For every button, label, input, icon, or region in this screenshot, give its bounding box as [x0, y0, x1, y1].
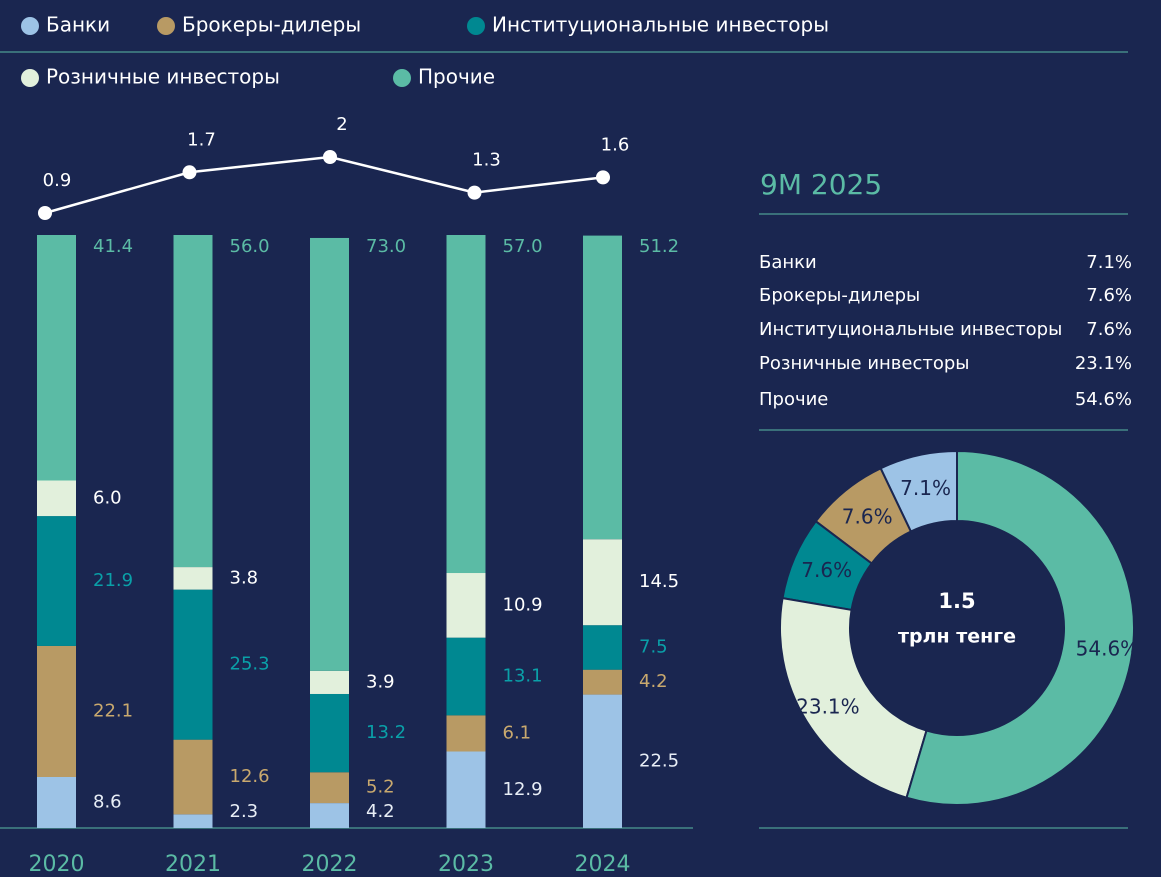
bar-segment: [446, 751, 486, 828]
data-label: 51.2: [639, 236, 679, 257]
legend-label: Институциональные инвесторы: [492, 13, 829, 37]
bar-segment: [583, 669, 622, 695]
data-label: 6.1: [503, 722, 532, 743]
x-tick-label: 2022: [302, 852, 358, 877]
table-value: 7.6%: [1086, 285, 1132, 306]
data-label: 7.5: [639, 636, 668, 657]
legend-label: Розничные инвесторы: [46, 65, 280, 89]
line-label: 1.7: [187, 129, 216, 150]
donut-label: 23.1%: [796, 695, 860, 719]
donut-segment: [905, 449, 1135, 806]
x-tick-label: 2021: [165, 852, 221, 877]
donut-label: 7.1%: [900, 476, 951, 500]
legend-swatch: [21, 69, 39, 87]
legend-swatch: [157, 17, 175, 35]
bar-segment: [446, 637, 486, 716]
line-point: [182, 165, 197, 180]
bar-segment: [310, 237, 349, 671]
donut-label: 54.6%: [1076, 636, 1140, 660]
data-label: 10.9: [503, 594, 543, 615]
line-label: 1.6: [601, 134, 630, 155]
data-label: 5.2: [366, 777, 395, 798]
bar-segment: [310, 772, 349, 804]
x-tick-label: 2020: [29, 852, 85, 877]
table-value: 23.1%: [1075, 353, 1132, 374]
data-label: 73.0: [366, 236, 406, 257]
legend-swatch: [467, 17, 485, 35]
table-name: Банки: [759, 252, 817, 273]
data-label: 13.1: [503, 665, 543, 686]
bar-segment: [173, 814, 213, 828]
donut-label: 7.6%: [801, 558, 852, 582]
line-label: 2: [336, 114, 347, 135]
data-label: 8.6: [93, 792, 122, 813]
data-label: 12.9: [503, 779, 543, 800]
data-label: 57.0: [503, 236, 543, 257]
table-name: Брокеры-дилеры: [759, 285, 920, 306]
center-label: трлн тенге: [898, 626, 1016, 648]
donut-label: 7.6%: [842, 505, 893, 529]
center-value: 1.5: [938, 589, 975, 613]
bar-segment: [37, 235, 76, 481]
data-label: 22.1: [93, 700, 133, 721]
data-label: 41.4: [93, 236, 133, 257]
line-label: 1.3: [472, 150, 501, 171]
bar-segment: [37, 480, 76, 517]
line-point: [596, 170, 610, 185]
data-label: 22.5: [639, 750, 679, 771]
legend-swatch: [393, 69, 411, 87]
bar-segment: [37, 516, 76, 646]
legend-label: Брокеры-дилеры: [182, 13, 361, 37]
bar-segment: [583, 539, 622, 626]
bar-segment: [173, 235, 213, 568]
data-label: 14.5: [639, 571, 679, 592]
bar-segment: [446, 573, 486, 638]
bar-segment: [310, 693, 349, 773]
bar-segment: [173, 739, 213, 815]
bar-segment: [173, 589, 213, 740]
data-label: 12.6: [230, 766, 270, 787]
data-label: 4.2: [639, 671, 668, 692]
line-point: [323, 150, 337, 164]
bar-segment: [173, 567, 213, 590]
bar-segment: [446, 715, 486, 752]
table-name: Институциональные инвесторы: [759, 319, 1062, 340]
x-tick-label: 2024: [575, 852, 631, 877]
pie-title: 9M 2025: [760, 168, 882, 201]
bar-segment: [310, 670, 349, 694]
bar-segment: [446, 235, 486, 574]
data-label: 13.2: [366, 722, 406, 743]
line-label: 0.9: [43, 170, 72, 191]
legend-label: Банки: [46, 13, 110, 37]
data-label: 21.9: [93, 570, 133, 591]
table-value: 7.6%: [1086, 319, 1132, 340]
donut-segment: [779, 596, 928, 799]
data-label: 3.8: [230, 567, 259, 588]
legend-swatch: [21, 17, 39, 35]
table-value: 54.6%: [1075, 389, 1132, 410]
table-name: Розничные инвесторы: [759, 353, 970, 374]
table-value: 7.1%: [1086, 252, 1132, 273]
data-label: 3.9: [366, 671, 395, 692]
x-tick-label: 2023: [438, 852, 494, 877]
bar-segment: [583, 625, 622, 670]
legend-label: Прочие: [418, 65, 495, 89]
data-label: 25.3: [230, 654, 270, 675]
line-point: [467, 185, 482, 200]
data-label: 4.2: [366, 801, 395, 822]
data-label: 6.0: [93, 487, 122, 508]
data-label: 2.3: [230, 801, 259, 822]
bar-segment: [37, 777, 76, 828]
bar-segment: [583, 694, 622, 828]
table-name: Прочие: [759, 389, 828, 410]
data-label: 56.0: [230, 236, 270, 257]
bar-segment: [583, 235, 622, 540]
bar-segment: [310, 803, 349, 828]
bar-segment: [37, 645, 76, 778]
line-point: [38, 206, 52, 220]
